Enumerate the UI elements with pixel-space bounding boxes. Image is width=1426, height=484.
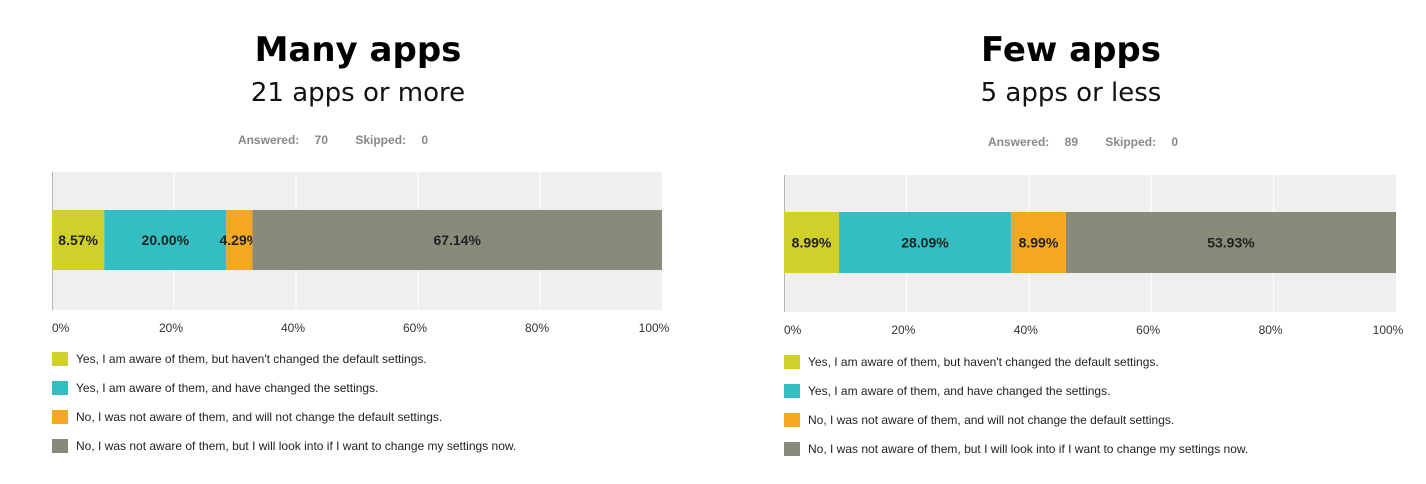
answered-stat: Answered: 89 — [982, 135, 1084, 149]
answered-count: 70 — [315, 133, 328, 147]
legend-label: No, I was not aware of them, and will no… — [808, 413, 1174, 427]
skipped-label: Skipped: — [355, 133, 406, 147]
legend-label: Yes, I am aware of them, but haven't cha… — [808, 355, 1159, 369]
bar-data-label: 8.57% — [58, 232, 98, 248]
legend-label: No, I was not aware of them, and will no… — [76, 410, 442, 424]
legend-swatch — [784, 384, 800, 398]
legend-swatch — [784, 442, 800, 456]
chart-panel-many-apps: Many apps 21 apps or more Answered: 70 S… — [0, 0, 720, 484]
x-tick-label: 0% — [52, 321, 70, 335]
skipped-count: 0 — [421, 133, 428, 147]
skipped-label: Skipped: — [1105, 135, 1156, 149]
legend-swatch — [52, 439, 68, 453]
legend-label: Yes, I am aware of them, and have change… — [76, 381, 378, 395]
x-tick-label: 0% — [784, 323, 802, 337]
legend-label: No, I was not aware of them, but I will … — [76, 439, 516, 453]
legend-swatch — [52, 352, 68, 366]
skipped-stat: Skipped: 0 — [349, 133, 434, 147]
x-tick-label: 20% — [891, 323, 915, 337]
bar-data-label: 20.00% — [142, 232, 190, 248]
x-tick-label: 60% — [403, 321, 427, 335]
chart-panel-few-apps: Few apps 5 apps or less Answered: 89 Ski… — [720, 0, 1426, 484]
legend-swatch — [52, 410, 68, 424]
legend-swatch — [784, 355, 800, 369]
skipped-count: 0 — [1171, 135, 1178, 149]
bar-data-label: 8.99% — [792, 235, 832, 251]
x-tick-label: 80% — [1259, 323, 1283, 337]
x-tick-label: 100% — [1373, 323, 1404, 337]
x-tick-label: 60% — [1136, 323, 1160, 337]
chart-subtitle: 5 apps or less — [718, 78, 1424, 108]
chart-title: Many apps — [0, 30, 718, 70]
legend-swatch — [52, 381, 68, 395]
answered-count: 89 — [1065, 135, 1078, 149]
answered-label: Answered: — [988, 135, 1049, 149]
response-stats: Answered: 89 Skipped: 0 — [730, 135, 1426, 149]
chart-subtitle: 21 apps or more — [0, 78, 718, 108]
legend-label: Yes, I am aware of them, and have change… — [808, 384, 1110, 398]
bar-data-label: 53.93% — [1207, 235, 1255, 251]
stacked-bar-chart: 0% 20% 40% 60% 80% 100%8.57% 20.00% 4.29% 67.14% — [52, 172, 664, 342]
response-stats: Answered: 70 Skipped: 0 — [0, 133, 693, 147]
legend-label: No, I was not aware of them, but I will … — [808, 442, 1248, 456]
legend-swatch — [784, 413, 800, 427]
chart-title: Few apps — [718, 30, 1424, 70]
stacked-bar-chart: 0% 20% 40% 60% 80% 100% 8.99% 28.09% 8.99% 53.93% — [784, 175, 1404, 345]
x-tick-label: 80% — [525, 321, 549, 335]
skipped-stat: Skipped: 0 — [1099, 135, 1184, 149]
answered-label: Answered: — [238, 133, 299, 147]
answered-stat: Answered: 70 — [232, 133, 334, 147]
x-tick-label: 20% — [159, 321, 183, 335]
bar-data-label: 28.09% — [901, 235, 949, 251]
bar-data-label: 8.99% — [1019, 235, 1059, 251]
bar-data-label: 67.14% — [433, 232, 481, 248]
legend-label: Yes, I am aware of them, but haven't cha… — [76, 352, 427, 366]
x-tick-label: 40% — [281, 321, 305, 335]
x-tick-label: 40% — [1014, 323, 1038, 337]
x-tick-label: 100% — [639, 321, 670, 335]
